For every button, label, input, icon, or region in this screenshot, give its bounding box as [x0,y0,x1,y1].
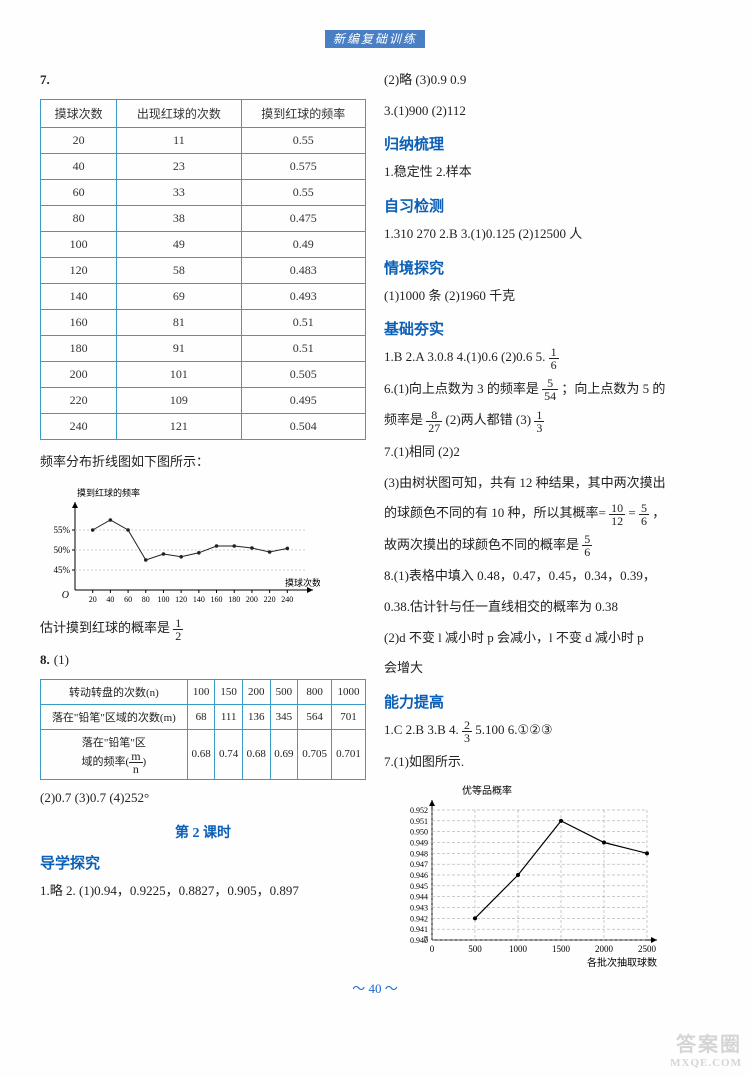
svg-text:500: 500 [468,944,482,954]
q7-label: 7. [40,68,50,93]
svg-text:各批次抽取球数: 各批次抽取球数 [587,956,657,969]
svg-text:0.951: 0.951 [410,817,428,826]
svg-text:0.945: 0.945 [410,882,428,891]
sec-qjtj: 情境探究 [384,257,710,278]
svg-text:120: 120 [175,595,187,604]
q7-chart-caption: 频率分布折线图如下图所示： [40,450,366,475]
jcgs-8d: 会增大 [384,656,710,681]
lesson-title: 第 2 课时 [40,822,366,842]
sec-jcgs: 基础夯实 [384,318,710,339]
svg-text:优等品概率: 优等品概率 [462,784,512,797]
svg-text:2000: 2000 [595,944,614,954]
q8-part1: (1) [54,652,69,667]
watermark: 答案圈 MXQE.COM [670,1028,742,1069]
q8-parts: (2)0.7 (3)0.7 (4)252° [40,786,366,811]
svg-text:20: 20 [89,595,97,604]
svg-text:50%: 50% [54,545,71,555]
svg-text:0.952: 0.952 [410,806,428,815]
svg-text:100: 100 [157,595,169,604]
page-header: 新编复础训练 [325,30,425,48]
sec-dxtc: 导学探究 [40,852,366,873]
svg-text:140: 140 [193,595,205,604]
jcgs-6a: 6.(1)向上点数为 3 的频率是 554 ；向上点数为 5 的 [384,377,710,403]
svg-text:0.947: 0.947 [410,861,428,870]
jcgs-1: 1.B 2.A 3.0.8 4.(1)0.6 (2)0.6 5. 16 [384,345,710,371]
svg-text:0.943: 0.943 [410,904,428,913]
q7-chart: O 45% 50% 55% 20 40 60 80 100 120 140 160 180 200 220 2… [40,480,366,610]
r-3: 3.(1)900 (2)112 [384,99,710,124]
jcgs-7c: 的球颜色不同的有 10 种，所以其概率= 1012 = 56 ， [384,501,710,527]
jcgs-6b: 频率是 827 (2)两人都错 (3) 13 [384,408,710,434]
zxjc: 1.310 270 2.B 3.(1)0.125 (2)12500 人 [384,222,710,247]
r-top: (2)略 (3)0.9 0.9 [384,68,710,93]
svg-text:0.944: 0.944 [410,893,428,902]
svg-text:O: O [62,590,69,601]
svg-text:0.941: 0.941 [410,926,428,935]
svg-text:1000: 1000 [509,944,528,954]
sec-zxjc: 自习检测 [384,195,710,216]
svg-text:0.946: 0.946 [410,871,428,880]
svg-text:40: 40 [106,595,114,604]
svg-text:160: 160 [211,595,223,604]
nlts-1: 1.C 2.B 3.B 4. 23 5.100 6.①②③ [384,718,710,744]
page-number: ～ 40 ～ [40,978,710,997]
nlts-7: 7.(1)如图所示. [384,750,710,775]
svg-text:0.949: 0.949 [410,839,428,848]
q8-table: 转动转盘的次数(n)1001502005008001000 落在"铅笔"区域的次… [40,679,366,780]
svg-text:45%: 45% [54,565,71,575]
svg-text:2500: 2500 [638,944,657,954]
jcgs-8c: (2)d 不变 l 减小时 p 会减小，l 不变 d 减小时 p [384,626,710,651]
gnsl: 1.稳定性 2.样本 [384,160,710,185]
svg-text:0.950: 0.950 [410,828,428,837]
dxtc-text: 1.略 2. (1)0.94，0.9225，0.8827，0.905，0.897 [40,879,366,904]
jcgs-8b: 0.38.估计针与任一直线相交的概率为 0.38 [384,595,710,620]
svg-text:摸球次数: 摸球次数 [285,577,320,588]
sec-nlts: 能力提高 [384,691,710,712]
svg-text:220: 220 [264,595,276,604]
sec-gnsl: 归纳梳理 [384,133,710,154]
nlts-chart: 0.9400.9410.9420.9430.9440.9450.9460.947… [384,780,710,970]
svg-text:60: 60 [124,595,132,604]
svg-text:80: 80 [142,595,150,604]
qjtj: (1)1000 条 (2)1960 千克 [384,284,710,309]
svg-text:0.942: 0.942 [410,915,428,924]
svg-text:0.948: 0.948 [410,850,428,859]
svg-text:摸到红球的频率: 摸到红球的频率 [77,487,140,498]
svg-text:200: 200 [246,595,258,604]
jcgs-7b: (3)由树状图可知，共有 12 种结果，其中两次摸出 [384,471,710,496]
jcgs-7a: 7.(1)相同 (2)2 [384,440,710,465]
svg-text:1500: 1500 [552,944,571,954]
svg-text:240: 240 [281,595,293,604]
svg-text:7: 7 [424,935,429,945]
svg-text:0: 0 [430,944,435,954]
jcgs-7d: 故两次摸出的球颜色不同的概率是 56 [384,533,710,559]
q7-conclusion: 估计摸到红球的概率是 12 [40,616,366,642]
svg-text:55%: 55% [54,525,71,535]
q8-label: 8. [40,648,50,673]
jcgs-8a: 8.(1)表格中填入 0.48，0.47，0.45，0.34，0.39， [384,564,710,589]
svg-text:180: 180 [228,595,240,604]
q7-table: 摸球次数出现红球的次数摸到红球的频率 20110.5540230.5756033… [40,99,366,440]
